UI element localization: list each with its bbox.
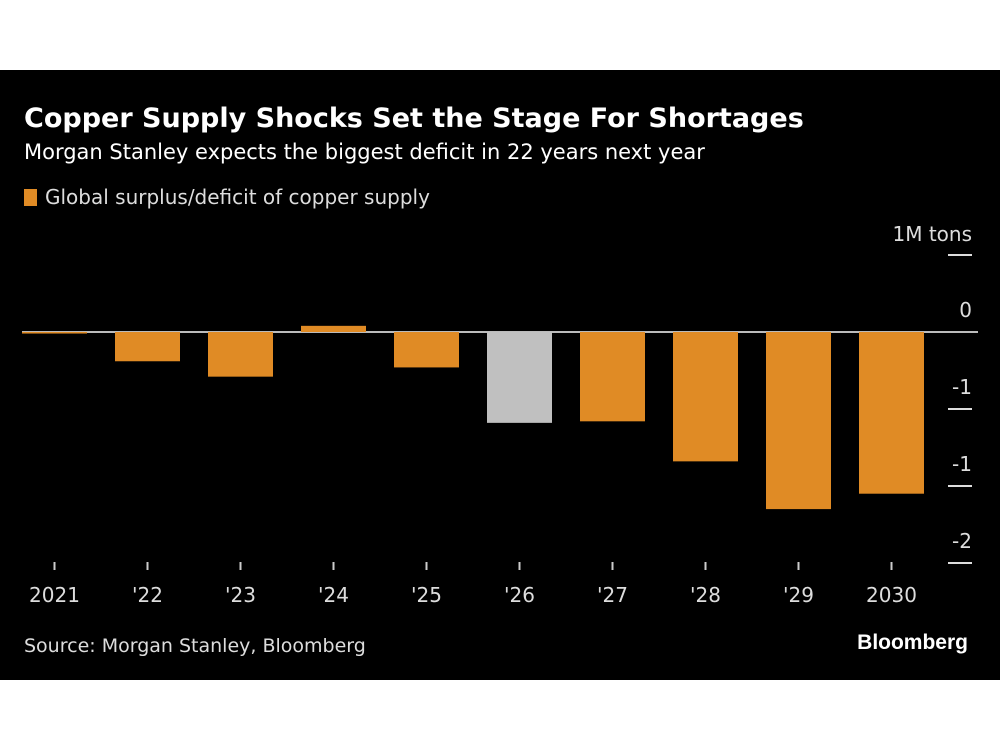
chart-subtitle: Morgan Stanley expects the biggest defic… [24,140,705,164]
bar-4 [394,332,459,368]
y-tick-label: 0 [959,298,972,322]
x-tick-label: '22 [132,583,163,607]
x-tick-label: '28 [690,583,721,607]
x-tick-label: '23 [225,583,256,607]
x-tick-label: '29 [783,583,814,607]
bar-0 [22,332,87,334]
y-tick-label: -1 [952,452,972,476]
bar-6 [580,332,645,422]
y-tick-label: -1 [952,375,972,399]
x-tick-label: '26 [504,583,535,607]
x-tick-label: '24 [318,583,349,607]
legend-label: Global surplus/deficit of copper supply [45,185,430,209]
bloomberg-logo: Bloomberg [857,631,968,654]
bar-8 [766,332,831,510]
legend-swatch [24,188,37,206]
y-unit-label: 1M tons [892,222,972,246]
x-tick-label: 2030 [866,583,917,607]
x-tick-label: 2021 [29,583,80,607]
bar-5 [487,332,552,423]
x-tick-label: '27 [597,583,628,607]
chart-title: Copper Supply Shocks Set the Stage For S… [24,103,804,134]
bar-2 [208,332,273,377]
x-tick-label: '25 [411,583,442,607]
bar-3 [301,325,366,332]
source-note: Source: Morgan Stanley, Bloomberg [24,635,366,657]
bar-1 [115,332,180,362]
y-tick-label: -2 [952,529,972,553]
bar-7 [673,332,738,462]
legend: Global surplus/deficit of copper supply [24,185,430,209]
bar-9 [859,332,924,494]
